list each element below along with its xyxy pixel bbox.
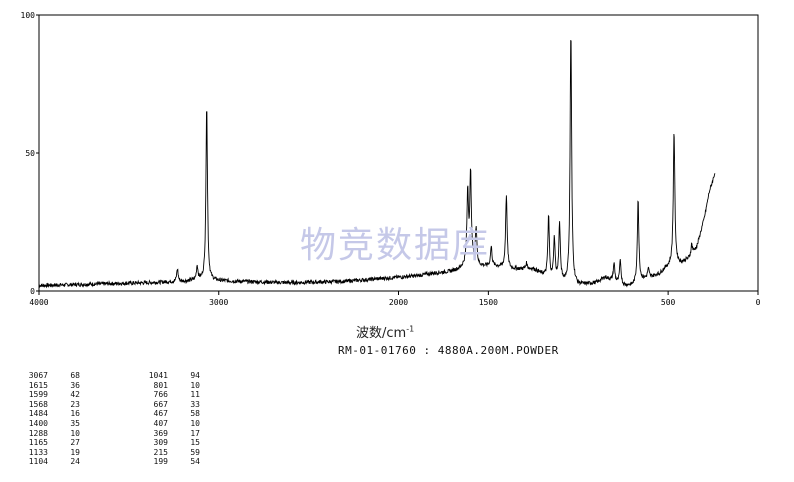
peak-wavenumber: 1615 xyxy=(28,380,48,390)
peak-table-left: 3067 68 1615 36 1599 42 1568 23 1484 16 1400 35 1288… xyxy=(12,371,80,467)
peak-intensity: 35 xyxy=(70,418,80,428)
watermark: 物竞数据库 xyxy=(300,225,491,266)
raman-spectrum-chart: 4000 3000 2000 1500 500 0 0 50 100 xyxy=(21,11,761,307)
peak-intensity: 42 xyxy=(70,390,80,400)
sample-caption: RM-01-01760 : 4880A.200M.POWDER xyxy=(338,344,559,357)
x-tick-label: 1500 xyxy=(479,298,498,307)
peak-wavenumber: 801 xyxy=(153,380,168,390)
peak-wavenumber: 215 xyxy=(153,447,168,457)
peak-row: 1615 36 xyxy=(12,381,80,391)
x-tick-label: 500 xyxy=(661,298,676,307)
x-tick-label: 2000 xyxy=(389,298,408,307)
peak-wavenumber: 369 xyxy=(153,428,168,438)
y-tick-label: 100 xyxy=(21,11,36,20)
peak-row: 1133 19 xyxy=(12,448,80,458)
peak-row: 1041 94 xyxy=(132,371,200,381)
peak-wavenumber: 1288 xyxy=(28,428,48,438)
peak-row: 801 10 xyxy=(132,381,200,391)
peak-intensity: 94 xyxy=(190,371,200,380)
axis-ticks: 4000 3000 2000 1500 500 0 0 50 100 xyxy=(21,11,761,307)
peak-intensity: 19 xyxy=(70,447,80,457)
peak-row: 199 54 xyxy=(132,457,200,467)
peak-intensity: 16 xyxy=(70,409,80,419)
peak-wavenumber: 1104 xyxy=(28,457,48,467)
peak-row: 1599 42 xyxy=(12,390,80,400)
x-tick-label: 0 xyxy=(756,298,761,307)
peak-row: 1288 10 xyxy=(12,429,80,439)
peak-wavenumber: 1165 xyxy=(28,438,48,448)
peak-intensity: 11 xyxy=(190,390,200,400)
peak-wavenumber: 1568 xyxy=(28,399,48,409)
x-axis-label: 波数/cm-1 xyxy=(356,322,414,341)
peak-row: 3067 68 xyxy=(12,371,80,381)
peak-intensity: 10 xyxy=(70,428,80,438)
peak-wavenumber: 467 xyxy=(153,409,168,419)
peak-wavenumber: 309 xyxy=(153,438,168,448)
peak-intensity: 17 xyxy=(190,428,200,438)
peak-row: 1165 27 xyxy=(12,438,80,448)
peak-table-right: 1041 94 801 10 766 11 667 33 467 58 407 10 369 17 309 1… xyxy=(132,371,200,467)
peak-row: 1104 24 xyxy=(12,457,80,467)
x-tick-label: 4000 xyxy=(29,298,48,307)
peak-intensity: 33 xyxy=(190,399,200,409)
peak-row: 407 10 xyxy=(132,419,200,429)
peak-wavenumber: 1133 xyxy=(28,447,48,457)
y-tick-label: 0 xyxy=(30,287,35,296)
x-axis-label-text: 波数/cm xyxy=(356,326,407,341)
peak-intensity: 59 xyxy=(190,447,200,457)
peak-intensity: 23 xyxy=(70,399,80,409)
x-tick-label: 3000 xyxy=(209,298,228,307)
peak-row: 215 59 xyxy=(132,448,200,458)
peak-intensity: 10 xyxy=(190,418,200,428)
peak-intensity: 24 xyxy=(70,457,80,467)
peak-wavenumber: 407 xyxy=(153,418,168,428)
y-tick-label: 50 xyxy=(25,149,35,158)
peak-row: 1400 35 xyxy=(12,419,80,429)
peak-wavenumber: 1599 xyxy=(28,390,48,400)
peak-row: 1568 23 xyxy=(12,400,80,410)
peak-row: 667 33 xyxy=(132,400,200,410)
peak-intensity: 54 xyxy=(190,457,200,467)
peak-intensity: 68 xyxy=(70,371,80,380)
peak-row: 309 15 xyxy=(132,438,200,448)
peak-row: 369 17 xyxy=(132,429,200,439)
peak-intensity: 36 xyxy=(70,380,80,390)
peak-row: 766 11 xyxy=(132,390,200,400)
peak-wavenumber: 1041 xyxy=(148,371,168,380)
peak-intensity: 10 xyxy=(190,380,200,390)
peak-wavenumber: 1400 xyxy=(28,418,48,428)
peak-intensity: 15 xyxy=(190,438,200,448)
peak-intensity: 58 xyxy=(190,409,200,419)
peak-intensity: 27 xyxy=(70,438,80,448)
peak-row: 467 58 xyxy=(132,409,200,419)
peak-wavenumber: 1484 xyxy=(28,409,48,419)
peak-wavenumber: 3067 xyxy=(28,371,48,380)
x-axis-label-exponent: -1 xyxy=(406,324,415,334)
peak-wavenumber: 199 xyxy=(153,457,168,467)
peak-wavenumber: 667 xyxy=(153,399,168,409)
peak-wavenumber: 766 xyxy=(153,390,168,400)
peak-row: 1484 16 xyxy=(12,409,80,419)
spectrum-line xyxy=(38,40,716,289)
